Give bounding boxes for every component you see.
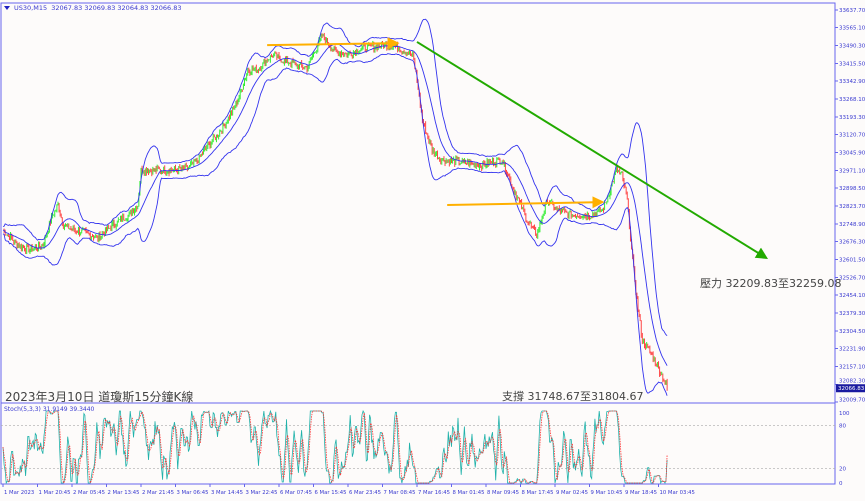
y-tick-label: 32231.90 [839, 346, 865, 352]
level-arrow [447, 196, 605, 209]
stoch-level-label: 80 [839, 423, 846, 429]
bollinger-lower-band [2, 53, 668, 396]
chart-title-note: 2023年3月10日 道瓊斯15分鐘K線 [5, 390, 194, 404]
x-tick-label: 2 Mar 05:45 [73, 490, 105, 496]
ohlc-values: 32067.83 32069.83 32064.83 32066.83 [51, 4, 182, 12]
bollinger-upper-band [2, 18, 668, 336]
level-arrow [267, 37, 400, 50]
y-tick-label: 32898.50 [839, 186, 865, 192]
y-tick-label: 33120.70 [839, 132, 865, 138]
y-tick-label: 33637.70 [839, 8, 865, 14]
y-tick-label: 32526.70 [839, 276, 865, 282]
symbol-header: US30,M15 32067.83 32069.83 32064.83 3206… [4, 4, 182, 12]
current-price-badge [836, 384, 865, 393]
x-tick-label: 8 Mar 09:45 [487, 490, 519, 496]
stoch-main-line [2, 409, 668, 485]
stoch-signal-line [2, 410, 668, 485]
x-tick-label: 7 Mar 16:45 [418, 490, 450, 496]
x-tick-label: 7 Mar 08:45 [384, 490, 416, 496]
y-tick-label: 33490.30 [839, 43, 865, 49]
stochastic-label: Stoch(5,3,3) 31.9149 39.3440 [4, 406, 94, 413]
x-tick-label: 8 Mar 17:45 [522, 490, 554, 496]
y-tick-label: 32676.30 [839, 239, 865, 245]
resistance-note: 壓力 32209.83至32259.08 [700, 277, 842, 290]
x-tick-label: 3 Mar 22:45 [246, 490, 278, 496]
y-tick-label: 33565.10 [839, 25, 865, 31]
y-tick-label: 33268.10 [839, 97, 865, 103]
x-tick-label: 6 Mar 07:45 [280, 490, 312, 496]
stoch-level-label: 20 [839, 467, 846, 473]
y-tick-label: 32971.10 [839, 169, 865, 175]
x-tick-label: 6 Mar 15:45 [315, 490, 347, 496]
stoch-level-label: 100 [839, 411, 850, 417]
trendline-arrow [416, 41, 769, 259]
x-tick-label: 6 Mar 23:45 [349, 490, 381, 496]
bollinger-middle-band [2, 43, 668, 366]
dropdown-triangle-icon[interactable] [4, 6, 10, 10]
x-tick-label: 8 Mar 01:45 [453, 490, 485, 496]
chart-frame [0, 2, 836, 485]
x-tick-label: 9 Mar 02:45 [556, 490, 588, 496]
support-note: 支撐 31748.67至31804.67 [502, 390, 644, 403]
y-tick-label: 32748.90 [839, 222, 865, 228]
x-tick-label: 2 Mar 13:45 [108, 490, 140, 496]
y-tick-label: 32823.70 [839, 204, 865, 210]
x-tick-label: 10 Mar 03:45 [660, 490, 695, 496]
x-tick-label: 2 Mar 21:45 [142, 490, 174, 496]
stochastic-name: Stoch(5,3,3) [4, 406, 41, 413]
y-tick-label: 32601.50 [839, 258, 865, 264]
y-tick-label: 32379.30 [839, 311, 865, 317]
y-tick-label: 32157.10 [839, 365, 865, 371]
y-tick-label: 33193.30 [839, 115, 865, 121]
x-tick-label: 1 Mar 20:45 [39, 490, 71, 496]
candles [3, 32, 668, 391]
y-tick-label: 32454.10 [839, 293, 865, 299]
y-tick-label: 32304.50 [839, 329, 865, 335]
x-tick-label: 3 Mar 14:45 [211, 490, 243, 496]
current-price-label: 32066.83 [838, 386, 865, 392]
x-tick-label: 3 Mar 06:45 [177, 490, 209, 496]
stochastic-values: 31.9149 39.3440 [42, 406, 95, 413]
symbol-label: US30,M15 [14, 4, 48, 12]
x-tick-label: 1 Mar 2023 [4, 490, 34, 496]
y-tick-label: 33342.90 [839, 79, 865, 85]
y-tick-label: 32009.70 [839, 398, 865, 404]
x-tick-label: 9 Mar 10:45 [591, 490, 623, 496]
y-tick-label: 33045.90 [839, 150, 865, 156]
y-tick-label: 33415.50 [839, 62, 865, 68]
y-tick-label: 32082.30 [839, 379, 865, 385]
stoch-level-label: 0 [839, 481, 843, 487]
x-tick-label: 9 Mar 18:45 [625, 490, 657, 496]
